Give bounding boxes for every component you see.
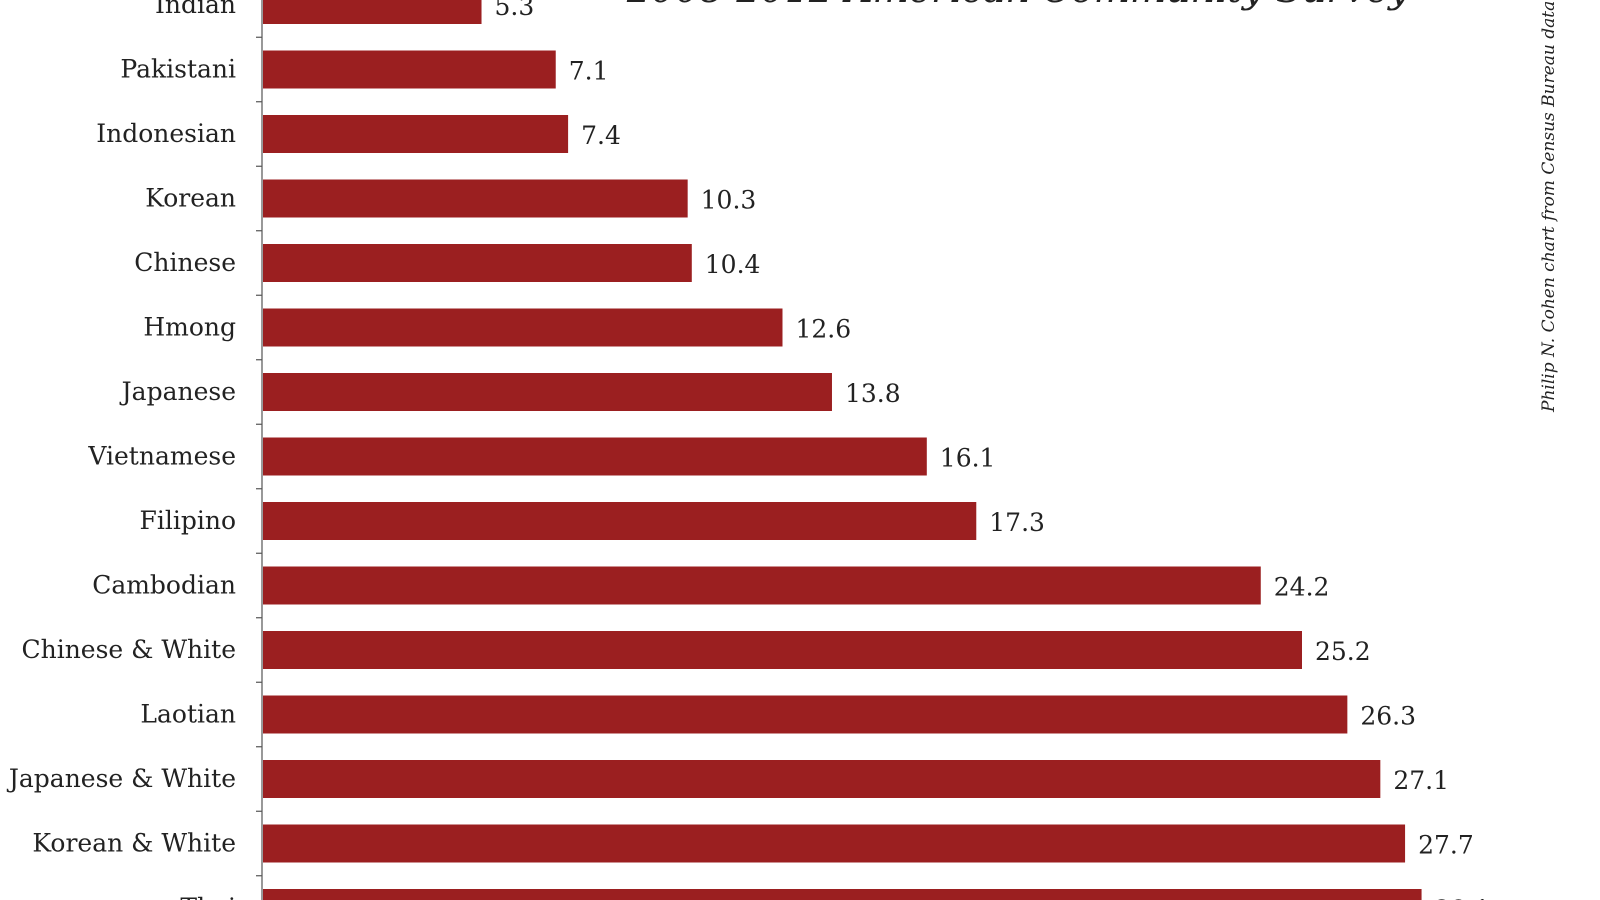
category-label: Thai <box>180 893 236 900</box>
value-label: 17.3 <box>989 508 1045 537</box>
value-label: 25.2 <box>1315 637 1371 666</box>
category-label: Chinese & White <box>21 635 236 664</box>
category-label: Hmong <box>143 313 236 342</box>
value-label: 28.1 <box>1435 895 1491 900</box>
bar <box>263 437 927 476</box>
category-label: Korean <box>145 184 236 213</box>
value-label: 7.4 <box>581 121 621 150</box>
value-label: 10.4 <box>705 250 761 279</box>
value-label: 27.1 <box>1393 766 1449 795</box>
value-label: 24.2 <box>1274 573 1330 602</box>
bar <box>263 889 1422 900</box>
y-axis-ticks <box>256 36 262 877</box>
category-label: Filipino <box>140 506 236 535</box>
chart-credit: Philip N. Cohen chart from Census Bureau… <box>1539 0 1559 413</box>
bar <box>263 566 1261 605</box>
bar <box>263 631 1302 669</box>
bar <box>263 373 832 411</box>
bar <box>263 0 482 24</box>
value-label: 7.1 <box>569 57 609 86</box>
value-label: 27.7 <box>1418 831 1474 860</box>
bars <box>263 0 1422 900</box>
bar <box>263 308 783 347</box>
category-label: Laotian <box>140 700 236 729</box>
bar <box>263 824 1406 863</box>
value-labels: 5.3 7.1 7.4 10.3 10.4 12.6 13.8 16.1 17.3 24.2 25.… <box>495 0 1491 900</box>
value-label: 12.6 <box>795 315 851 344</box>
chart-subtitle: 2008-2012 American Community Survey <box>626 0 1411 11</box>
category-label: Vietnamese <box>87 442 236 471</box>
value-label: 26.3 <box>1360 702 1416 731</box>
category-labels: Indian Pakistani Indonesian Korean Chinese Hm… <box>6 0 236 900</box>
category-label: Japanese <box>119 377 236 406</box>
bar <box>263 695 1348 734</box>
category-label: Korean & White <box>32 829 236 858</box>
value-label: 10.3 <box>701 186 757 215</box>
bar <box>263 502 977 540</box>
value-label: 5.3 <box>495 0 535 21</box>
bar <box>263 115 569 153</box>
bar <box>263 50 556 89</box>
category-label: Indonesian <box>96 119 236 148</box>
category-label: Pakistani <box>120 55 236 84</box>
value-label: 16.1 <box>940 444 996 473</box>
category-label: Japanese & White <box>6 764 236 793</box>
category-label: Chinese <box>134 248 236 277</box>
category-label: Cambodian <box>92 571 236 600</box>
bar <box>263 179 688 218</box>
category-label: Indian <box>155 0 236 19</box>
value-label: 13.8 <box>845 379 901 408</box>
bar <box>263 760 1381 798</box>
bar <box>263 244 692 282</box>
